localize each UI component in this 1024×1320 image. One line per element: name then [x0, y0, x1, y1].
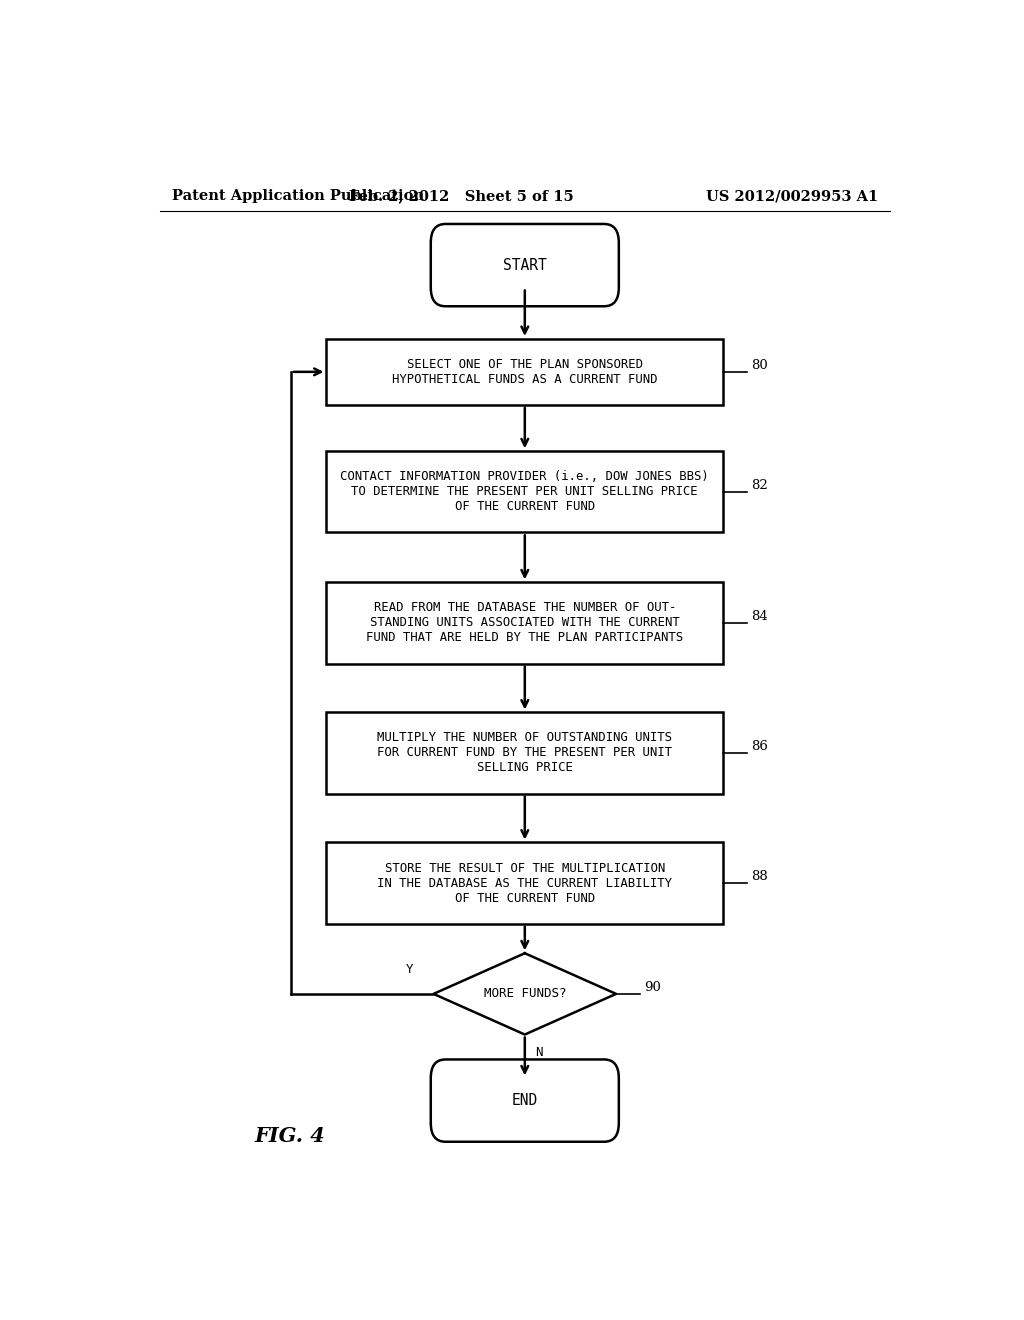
Text: CONTACT INFORMATION PROVIDER (i.e., DOW JONES BBS)
TO DETERMINE THE PRESENT PER : CONTACT INFORMATION PROVIDER (i.e., DOW … [340, 470, 710, 513]
Text: 90: 90 [644, 981, 660, 994]
Text: READ FROM THE DATABASE THE NUMBER OF OUT-
STANDING UNITS ASSOCIATED WITH THE CUR: READ FROM THE DATABASE THE NUMBER OF OUT… [367, 602, 683, 644]
FancyBboxPatch shape [327, 713, 723, 793]
FancyBboxPatch shape [431, 1060, 618, 1142]
Text: Y: Y [406, 962, 414, 975]
FancyBboxPatch shape [327, 451, 723, 532]
FancyBboxPatch shape [431, 224, 618, 306]
Text: STORE THE RESULT OF THE MULTIPLICATION
IN THE DATABASE AS THE CURRENT LIABILITY
: STORE THE RESULT OF THE MULTIPLICATION I… [377, 862, 673, 904]
Text: MORE FUNDS?: MORE FUNDS? [483, 987, 566, 1001]
Text: FIG. 4: FIG. 4 [255, 1126, 326, 1146]
Text: END: END [512, 1093, 538, 1107]
Text: SELECT ONE OF THE PLAN SPONSORED
HYPOTHETICAL FUNDS AS A CURRENT FUND: SELECT ONE OF THE PLAN SPONSORED HYPOTHE… [392, 358, 657, 385]
Text: START: START [503, 257, 547, 273]
Text: US 2012/0029953 A1: US 2012/0029953 A1 [706, 189, 878, 203]
Text: 88: 88 [751, 870, 768, 883]
FancyBboxPatch shape [327, 582, 723, 664]
Text: Patent Application Publication: Patent Application Publication [172, 189, 424, 203]
Text: 82: 82 [751, 479, 768, 492]
Text: 80: 80 [751, 359, 768, 372]
Text: Feb. 2, 2012   Sheet 5 of 15: Feb. 2, 2012 Sheet 5 of 15 [349, 189, 573, 203]
Text: 84: 84 [751, 610, 768, 623]
FancyBboxPatch shape [327, 842, 723, 924]
Text: 86: 86 [751, 741, 768, 754]
Text: N: N [536, 1047, 543, 1060]
FancyBboxPatch shape [327, 339, 723, 405]
Text: MULTIPLY THE NUMBER OF OUTSTANDING UNITS
FOR CURRENT FUND BY THE PRESENT PER UNI: MULTIPLY THE NUMBER OF OUTSTANDING UNITS… [377, 731, 673, 775]
